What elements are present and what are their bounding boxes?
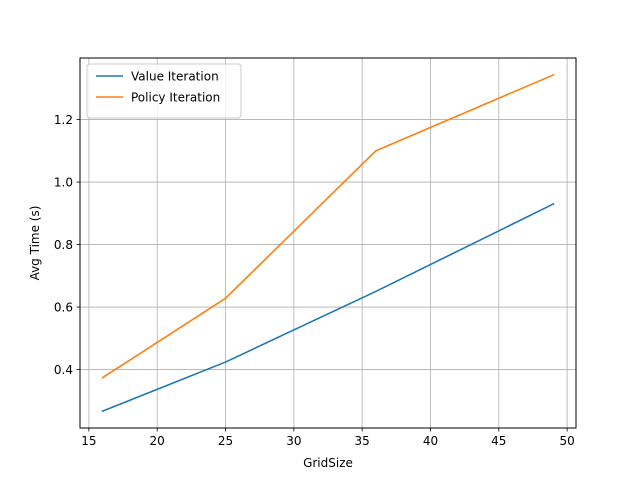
x-tick-label: 50	[559, 434, 574, 448]
x-tick-label: 30	[286, 434, 301, 448]
y-tick-label: 0.8	[54, 238, 73, 252]
y-tick-label: 1.2	[54, 113, 73, 127]
plot-frame	[79, 57, 577, 429]
x-tick-label: 35	[355, 434, 370, 448]
x-tick-label: 15	[81, 434, 96, 448]
x-tick-label: 40	[423, 434, 438, 448]
series-line-1	[101, 202, 555, 413]
grid-lines	[80, 58, 576, 428]
legend-box	[86, 63, 242, 119]
legend-label: Policy Iteration	[131, 91, 220, 105]
x-axis-label: GridSize	[303, 456, 353, 470]
legend: Value Iteration Policy Iteration	[86, 63, 242, 119]
series-line-2	[101, 73, 555, 379]
y-axis-label: Avg Time (s)	[28, 206, 42, 281]
series-lines	[101, 73, 555, 413]
x-axis-ticks: 15 20 25 30 35 40 45 50	[81, 428, 575, 448]
legend-label: Value Iteration	[131, 70, 219, 84]
x-tick-label: 25	[218, 434, 233, 448]
y-tick-label: 0.6	[54, 301, 73, 315]
y-axis-ticks: 0.4 0.6 0.8 1.0 1.2	[54, 113, 80, 377]
y-tick-label: 1.0	[54, 176, 73, 190]
x-tick-label: 45	[491, 434, 506, 448]
x-tick-label: 20	[150, 434, 165, 448]
y-tick-label: 0.4	[54, 363, 73, 377]
